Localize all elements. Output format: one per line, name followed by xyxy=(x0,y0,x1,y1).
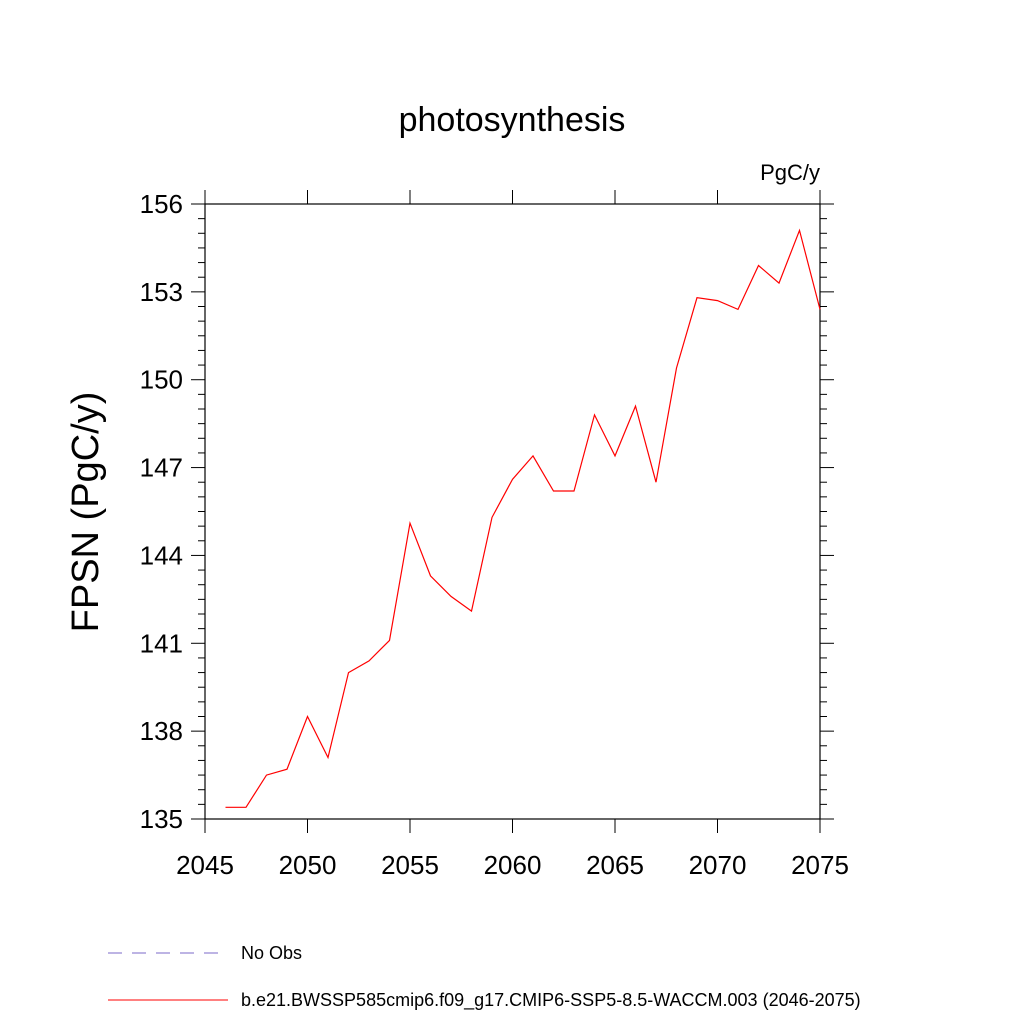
legend: No Obs b.e21.BWSSP585cmip6.f09_g17.CMIP6-… xyxy=(108,943,861,1011)
legend-label: No Obs xyxy=(241,943,302,963)
x-tick-label: 2070 xyxy=(689,850,747,880)
chart-title: photosynthesis xyxy=(399,101,626,139)
y-axis-label: FPSN (PgC/y) xyxy=(65,392,107,633)
units-label: PgC/y xyxy=(760,160,820,185)
series-line xyxy=(225,228,821,808)
y-tick-label: 147 xyxy=(140,453,183,483)
x-tick-label: 2045 xyxy=(176,850,234,880)
y-tick-label: 138 xyxy=(140,716,183,746)
x-axis: 2045 2050 2055 2060 2065 2070 2075 xyxy=(176,190,849,880)
x-tick-label: 2055 xyxy=(381,850,439,880)
x-tick-label: 2075 xyxy=(791,850,849,880)
x-tick-label: 2060 xyxy=(484,850,542,880)
plot-frame xyxy=(204,203,821,820)
y-axis: 135 138 141 144 147 150 153 156 xyxy=(140,189,834,834)
plot-border xyxy=(204,203,821,820)
y-tick-label: 150 xyxy=(140,365,183,395)
series-layer xyxy=(225,228,821,808)
y-tick-label: 144 xyxy=(140,540,183,570)
y-tick-label: 153 xyxy=(140,277,183,307)
y-tick-label: 156 xyxy=(140,189,183,219)
legend-label: b.e21.BWSSP585cmip6.f09_g17.CMIP6-SSP5-8… xyxy=(241,990,861,1011)
y-tick-label: 135 xyxy=(140,804,183,834)
y-tick-label: 141 xyxy=(140,628,183,658)
x-tick-label: 2050 xyxy=(279,850,337,880)
x-tick-label: 2065 xyxy=(586,850,644,880)
